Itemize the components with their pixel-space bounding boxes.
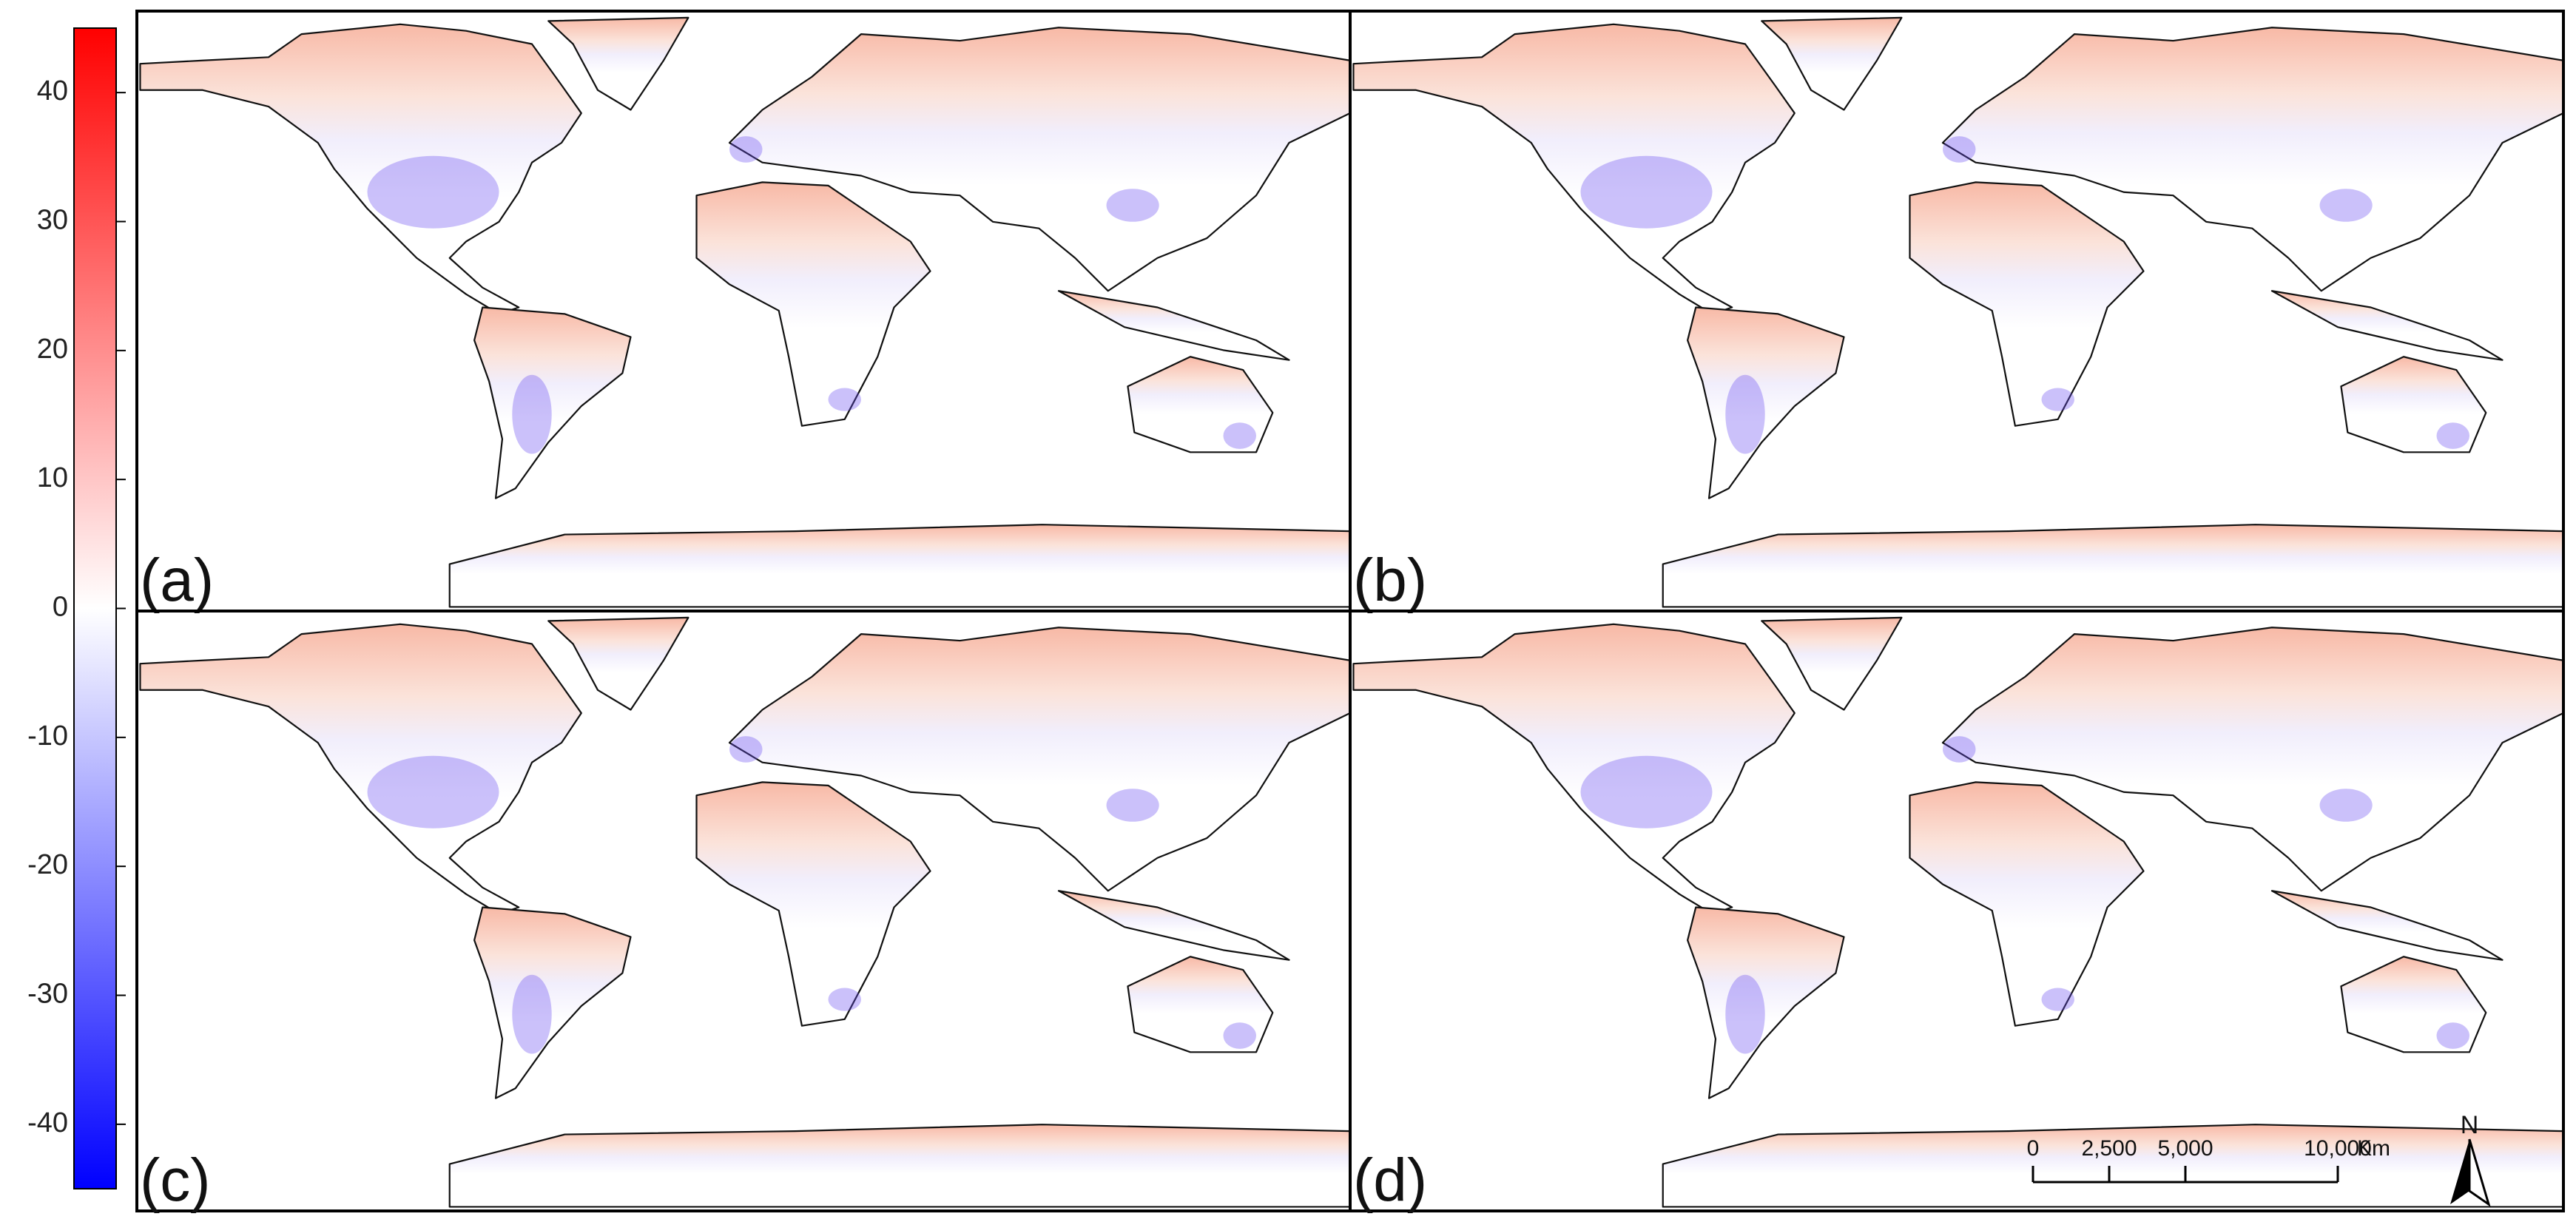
world-map [1352,17,2564,607]
colorbar-tick-label: 20 [37,334,68,365]
panel-frame [1349,610,2565,1212]
panel-label: (b) [1353,547,1427,614]
scale-bar-label: 5,000 [2157,1136,2213,1161]
colorbar-tick-label: 40 [37,75,68,107]
colorbar: 40 30 20 10 0 -10 -20 -30 -40 [27,27,126,1189]
colorbar-tick-label: -40 [27,1107,68,1138]
colorbar-tick-label: 30 [37,205,68,236]
world-map [1352,617,2564,1207]
panel-label: (c) [140,1147,211,1214]
scale-bar-label: 10,000 [2304,1136,2372,1161]
panel-label: (a) [140,547,214,614]
panel-label: (d) [1353,1147,1427,1214]
scale-bar-label: 2,500 [2081,1136,2137,1161]
scale-bar-unit: Km [2357,1136,2390,1161]
scale-bar-label: 0 [2027,1136,2040,1161]
colorbar-tick-label: 10 [37,462,68,493]
colorbar-ramp [73,27,117,1189]
north-arrow [2450,1139,2469,1204]
north-arrow-outline [2468,1138,2491,1207]
colorbar-tick-label: 0 [53,592,68,623]
map-panels: (a) (b) (c) (d) [135,10,2565,1214]
colorbar-tick-label: -20 [27,849,68,880]
world-map [139,617,1351,1207]
colorbar-tick-label: -30 [27,979,68,1010]
colorbar-tick-label: -10 [27,721,68,752]
world-map [139,17,1351,607]
north-label: N [2461,1111,2479,1139]
